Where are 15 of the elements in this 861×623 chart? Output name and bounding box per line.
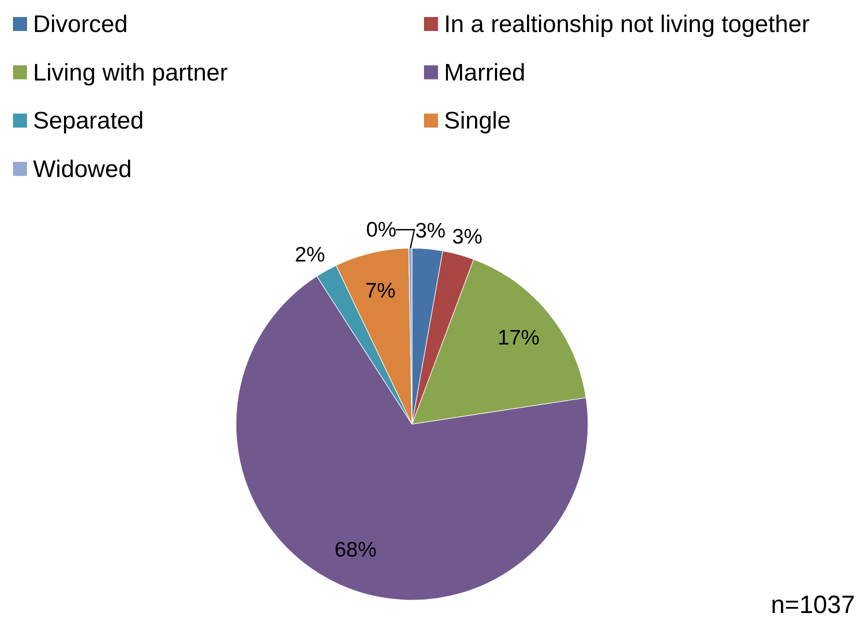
data-label: 2% (294, 242, 326, 266)
legend-label: Living with partner (33, 58, 228, 86)
legend-label: Divorced (33, 10, 128, 38)
data-label: 3% (452, 225, 482, 248)
data-label: 0% (366, 218, 396, 242)
legend-label: Married (444, 58, 526, 86)
legend-label: Single (444, 107, 511, 134)
data-label: 7% (365, 279, 396, 302)
data-label: 3% (415, 218, 446, 242)
legend-label: Separated (33, 107, 144, 134)
data-label: 17% (498, 326, 540, 350)
legend-label: Widowed (33, 155, 132, 182)
text: n=1037 (770, 591, 855, 619)
data-label: 68% (334, 538, 377, 561)
legend-label: In a realtionship not living together (444, 10, 810, 38)
